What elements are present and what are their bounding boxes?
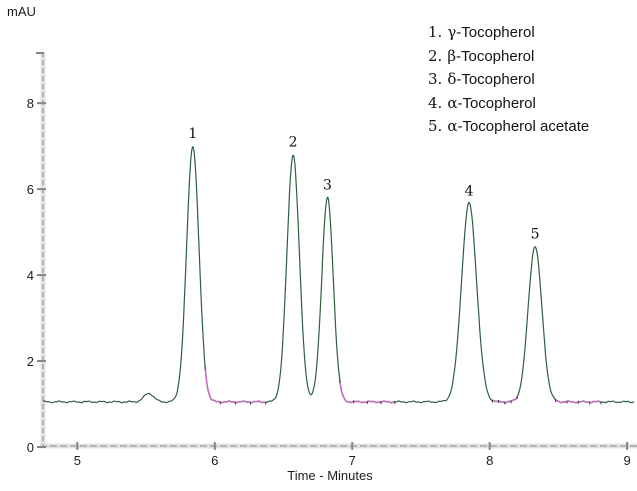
legend-item-greek-letter: α	[447, 117, 458, 135]
legend-item: 4. α-Tocopherol	[428, 92, 589, 116]
legend-item-name: -Tocopherol acetate	[457, 118, 590, 135]
y-tick-label: 6	[27, 182, 34, 197]
y-tick-label: 0	[27, 440, 34, 455]
legend-item: 2. β-Tocopherol	[428, 45, 589, 69]
legend-item: 5. α-Tocopherol acetate	[428, 115, 589, 139]
legend-item-name: -Tocopherol	[457, 94, 536, 112]
x-tick-label: 9	[624, 453, 631, 468]
legend-item-name: -Tocopherol	[455, 47, 535, 65]
legend-item-greek-letter: δ	[447, 70, 457, 88]
x-tick-label: 8	[486, 453, 493, 468]
x-tick-label: 7	[349, 453, 356, 468]
integration-baseline-segment	[204, 367, 266, 404]
legend-item-number: 3.	[428, 70, 443, 88]
x-tick-label: 6	[211, 453, 218, 468]
legend-item-number: 5.	[428, 117, 443, 135]
legend-item-greek-letter: β	[447, 46, 456, 65]
integration-baseline-segment	[339, 380, 395, 404]
legend-item-number: 4.	[428, 93, 443, 112]
peak-number-label: 5	[531, 226, 540, 242]
legend-item-number: 1.	[428, 23, 443, 41]
y-tick-label: 2	[27, 354, 34, 369]
y-axis-title: mAU	[7, 4, 36, 19]
peak-number-label: 2	[289, 135, 298, 151]
chromatogram-trace	[42, 146, 635, 404]
x-axis-title: Time - Minutes	[287, 468, 373, 483]
peak-number-label: 4	[465, 183, 474, 199]
legend-item-name: -Tocopherol	[456, 24, 535, 41]
legend-item: 1. γ-Tocopherol	[428, 21, 589, 45]
legend-item: 3. δ-Tocopherol	[428, 68, 589, 92]
legend-item-greek-letter: α	[447, 93, 458, 112]
legend-item-greek-letter: γ	[447, 23, 457, 41]
x-tick-label: 5	[74, 453, 81, 468]
peak-legend: 1. γ-Tocopherol 2. β-Tocopherol 3. δ-Tocopher…	[428, 21, 589, 139]
peak-number-label: 3	[323, 178, 332, 194]
peak-number-label: 1	[188, 126, 197, 142]
y-tick-label: 8	[27, 96, 34, 111]
legend-item-name: -Tocopherol	[456, 71, 535, 88]
y-tick-label: 4	[27, 268, 34, 283]
legend-item-number: 2.	[428, 46, 443, 65]
